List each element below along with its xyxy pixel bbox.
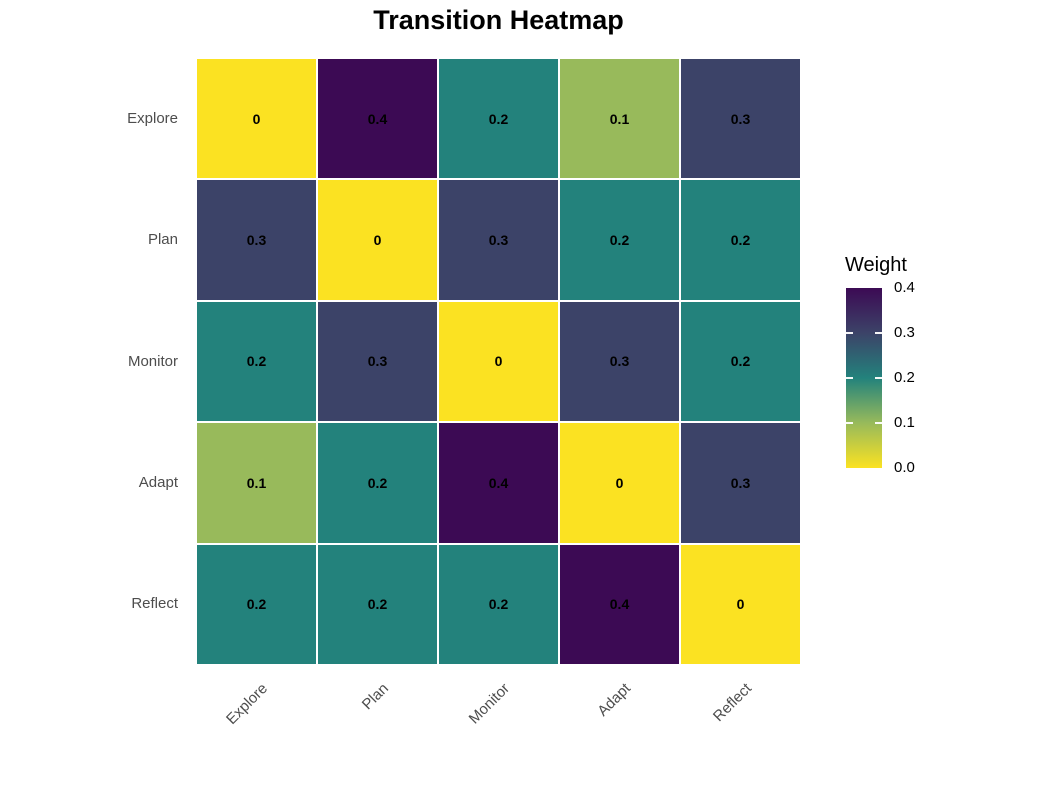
legend-title: Weight	[845, 254, 907, 276]
y-axis-label-monitor: Monitor	[127, 352, 178, 370]
heatmap-cell-plan-plan: 0	[318, 180, 437, 300]
heatmap-cell-adapt-adapt: 0	[560, 423, 679, 543]
cell-value-label: 0	[736, 596, 745, 613]
x-axis-label-plan: Plan	[358, 680, 392, 714]
cell-value-label: 0.3	[246, 232, 267, 249]
x-axis-label-reflect: Reflect	[709, 680, 755, 726]
cell-value-label: 0.3	[488, 232, 509, 249]
cell-value-label: 0.2	[488, 596, 509, 613]
y-axis-label-plan: Plan	[147, 231, 178, 249]
legend-tick-mark	[846, 332, 853, 334]
heatmap-grid: 0 0.4 0.2 0.1 0.3 0.3 0 0.3 0.2 0.2 0.2 0.3 0 0.3 0.2 0…	[197, 59, 800, 664]
cell-value-label: 0	[494, 353, 503, 370]
legend-tick-label-0.4: 0.4	[894, 279, 915, 296]
legend-tick-mark	[846, 422, 853, 424]
cell-value-label: 0.1	[609, 110, 630, 127]
cell-value-label: 0.2	[609, 232, 630, 249]
heatmap-cell-adapt-reflect: 0.3	[681, 423, 800, 543]
cell-value-label: 0.4	[488, 474, 509, 491]
cell-value-label: 0.4	[367, 110, 388, 127]
legend-tick-mark	[875, 332, 882, 334]
legend-tick-mark	[875, 377, 882, 379]
heatmap-cell-reflect-adapt: 0.4	[560, 544, 679, 664]
legend-tick-label-0.2: 0.2	[894, 369, 915, 386]
heatmap-cell-reflect-explore: 0.2	[197, 544, 316, 664]
cell-value-label: 0.2	[246, 353, 267, 370]
cell-value-label: 0.2	[367, 474, 388, 491]
y-axis-label-explore: Explore	[127, 109, 178, 127]
heatmap-cell-monitor-reflect: 0.2	[681, 301, 800, 422]
heatmap-cell-monitor-monitor: 0	[439, 301, 558, 422]
heatmap-cell-explore-reflect: 0.3	[681, 59, 800, 179]
x-axis-label-adapt: Adapt	[593, 680, 634, 720]
legend-tick-label-0.0: 0.0	[894, 459, 915, 476]
heatmap-cell-explore-adapt: 0.1	[560, 59, 679, 179]
x-axis-label-explore: Explore	[222, 680, 271, 728]
chart-title: Transition Heatmap	[373, 5, 624, 35]
cell-value-label: 0.3	[730, 110, 751, 127]
heatmap-cell-adapt-explore: 0.1	[197, 423, 316, 543]
cell-value-label: 0.1	[246, 474, 267, 491]
heatmap-cell-reflect-monitor: 0.2	[439, 544, 558, 664]
cell-value-label: 0.3	[367, 353, 388, 370]
heatmap-cell-explore-explore: 0	[197, 59, 316, 179]
cell-value-label: 0.2	[488, 110, 509, 127]
cell-value-label: 0.3	[730, 474, 751, 491]
cell-value-label: 0	[373, 232, 382, 249]
cell-value-label: 0.2	[367, 596, 388, 613]
cell-value-label: 0.4	[609, 596, 630, 613]
heatmap-cell-adapt-plan: 0.2	[318, 423, 437, 543]
y-axis-label-adapt: Adapt	[138, 473, 178, 491]
cell-value-label: 0	[615, 474, 624, 491]
heatmap-cell-plan-adapt: 0.2	[560, 180, 679, 300]
heatmap-cell-monitor-explore: 0.2	[197, 301, 316, 422]
heatmap-cell-plan-monitor: 0.3	[439, 180, 558, 300]
legend-tick-mark	[846, 377, 853, 379]
cell-value-label: 0.2	[246, 596, 267, 613]
heatmap-cell-plan-explore: 0.3	[197, 180, 316, 300]
cell-value-label: 0.2	[730, 232, 751, 249]
heatmap-cell-adapt-monitor: 0.4	[439, 423, 558, 543]
cell-value-label: 0	[252, 110, 261, 127]
heatmap-cell-reflect-reflect: 0	[681, 544, 800, 664]
heatmap-cell-explore-plan: 0.4	[318, 59, 437, 179]
cell-value-label: 0.3	[609, 353, 630, 370]
x-axis-label-monitor: Monitor	[465, 680, 513, 728]
legend-tick-label-0.1: 0.1	[894, 414, 915, 431]
y-axis-label-reflect: Reflect	[131, 595, 178, 613]
legend-colorbar	[846, 288, 882, 468]
heatmap-cell-plan-reflect: 0.2	[681, 180, 800, 300]
cell-value-label: 0.2	[730, 353, 751, 370]
heatmap-cell-explore-monitor: 0.2	[439, 59, 558, 179]
legend-tick-mark	[875, 422, 882, 424]
heatmap-cell-monitor-adapt: 0.3	[560, 301, 679, 422]
heatmap-cell-reflect-plan: 0.2	[318, 544, 437, 664]
legend-tick-label-0.3: 0.3	[894, 324, 915, 341]
heatmap-cell-monitor-plan: 0.3	[318, 301, 437, 422]
